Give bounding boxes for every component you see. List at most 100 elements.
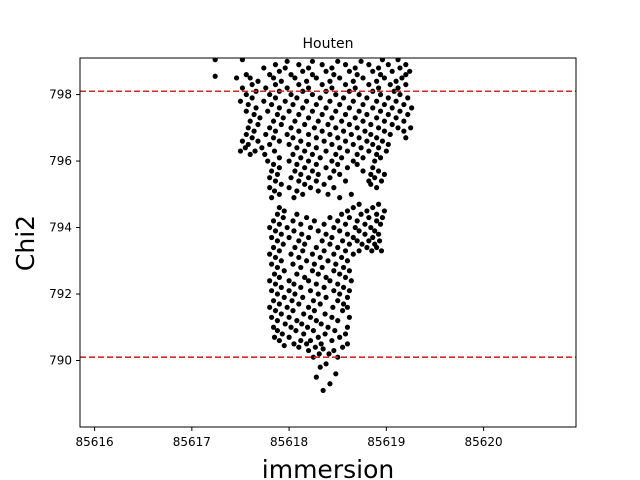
- data-point: [299, 321, 305, 327]
- data-point: [268, 101, 275, 108]
- data-point: [249, 135, 255, 141]
- data-point: [272, 62, 279, 68]
- data-point: [317, 301, 323, 307]
- data-point: [300, 191, 306, 197]
- data-point: [290, 218, 296, 224]
- data-point: [366, 178, 372, 184]
- data-point: [385, 95, 391, 101]
- x-axis-label: immersion: [262, 455, 394, 480]
- data-point: [385, 141, 391, 148]
- data-point: [377, 72, 384, 78]
- data-point: [243, 108, 249, 114]
- data-point: [368, 224, 374, 231]
- data-point: [377, 221, 384, 227]
- data-point: [284, 85, 290, 91]
- data-point: [366, 214, 372, 221]
- data-point: [249, 95, 255, 101]
- data-point: [267, 175, 273, 181]
- data-point: [291, 195, 297, 201]
- data-point: [323, 294, 329, 300]
- data-point: [340, 284, 347, 290]
- data-point: [309, 151, 316, 158]
- data-point: [385, 62, 391, 68]
- data-point: [393, 78, 399, 84]
- data-point: [397, 65, 403, 71]
- data-point: [358, 145, 364, 151]
- data-point: [268, 234, 275, 241]
- plot-area: [212, 58, 415, 394]
- data-point: [403, 72, 409, 78]
- data-point: [395, 125, 401, 131]
- data-point: [305, 65, 312, 71]
- data-point: [360, 101, 366, 108]
- data-point: [316, 351, 322, 357]
- y-tick-label: 798: [49, 88, 72, 102]
- data-point: [315, 271, 321, 277]
- data-point: [366, 238, 372, 244]
- data-point: [292, 168, 298, 174]
- data-point: [389, 68, 395, 74]
- data-point: [335, 318, 341, 324]
- data-point: [333, 125, 339, 131]
- data-point: [331, 288, 337, 294]
- data-point: [354, 238, 360, 244]
- data-point: [342, 331, 349, 337]
- data-point: [408, 125, 414, 131]
- data-point: [280, 115, 286, 121]
- data-point: [270, 118, 277, 124]
- data-point: [288, 125, 294, 131]
- data-point: [293, 327, 299, 334]
- data-point: [327, 98, 333, 104]
- data-point: [403, 135, 409, 141]
- data-point: [403, 81, 409, 88]
- data-point: [329, 85, 335, 91]
- data-point: [364, 111, 370, 118]
- data-point: [372, 228, 378, 234]
- data-point: [322, 331, 328, 337]
- data-point: [401, 128, 407, 134]
- data-point: [298, 264, 304, 271]
- data-point: [375, 231, 382, 237]
- data-point: [327, 78, 333, 84]
- data-point: [318, 321, 324, 327]
- data-point: [309, 268, 316, 274]
- data-point: [325, 258, 331, 264]
- x-axis-ticks: 85616 85617 85618 85619 85620: [75, 427, 503, 449]
- data-point: [362, 221, 368, 227]
- data-point: [381, 128, 388, 134]
- data-point: [267, 304, 273, 310]
- data-point: [315, 291, 321, 297]
- data-point: [247, 75, 253, 81]
- data-point: [286, 185, 292, 191]
- data-point: [239, 138, 246, 144]
- data-point: [346, 105, 352, 111]
- data-point: [298, 171, 304, 177]
- data-point: [268, 195, 275, 201]
- data-point: [350, 204, 356, 211]
- data-point: [288, 72, 294, 78]
- data-point: [307, 224, 314, 231]
- data-point: [286, 334, 292, 340]
- data-point: [276, 301, 282, 307]
- data-point: [358, 211, 364, 217]
- data-point: [344, 208, 351, 214]
- data-point: [247, 151, 253, 158]
- data-point: [304, 214, 310, 221]
- data-point: [284, 58, 290, 64]
- data-point: [237, 98, 244, 104]
- data-point: [263, 85, 269, 91]
- data-point: [302, 121, 308, 128]
- data-point: [381, 101, 388, 108]
- data-point: [317, 254, 323, 261]
- data-point: [307, 314, 314, 320]
- data-point: [389, 105, 395, 111]
- data-point: [268, 261, 275, 267]
- data-point: [344, 324, 351, 330]
- data-point: [302, 148, 308, 154]
- data-point: [313, 135, 319, 141]
- data-point: [271, 148, 278, 154]
- data-point: [337, 145, 343, 151]
- data-point: [309, 251, 316, 257]
- data-point: [374, 115, 380, 121]
- data-point: [270, 135, 277, 141]
